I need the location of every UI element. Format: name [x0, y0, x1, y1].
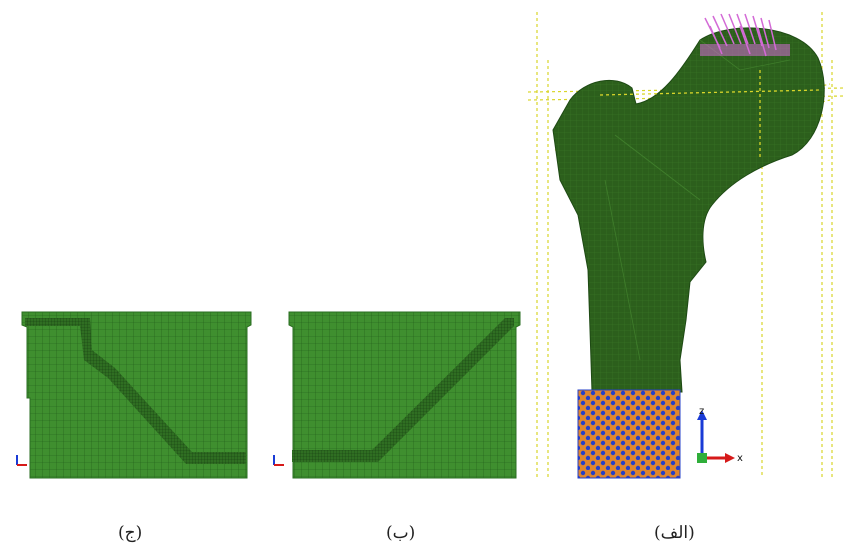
- panel-b-axis-triad: [273, 455, 284, 466]
- axis-z-label: z: [699, 406, 704, 417]
- femur-mesh: [552, 27, 825, 393]
- global-axis-triad: [697, 410, 735, 463]
- caption-panel-b: (ب): [386, 523, 416, 543]
- panel-a-overlay-lines: [599, 70, 821, 160]
- caption-panel-c: (ج): [118, 523, 143, 543]
- panel-b-refined-band: [292, 318, 514, 462]
- boundary-condition-region: [577, 389, 681, 479]
- load-arrows: [700, 13, 790, 57]
- panel-c-axis-triad: [16, 455, 27, 466]
- axis-x-label: x: [737, 453, 743, 464]
- caption-panel-a: (الف): [654, 523, 695, 543]
- panel-b-block: [288, 311, 521, 479]
- panel-c-refined-band: [25, 318, 246, 464]
- panel-c-block: [21, 311, 252, 479]
